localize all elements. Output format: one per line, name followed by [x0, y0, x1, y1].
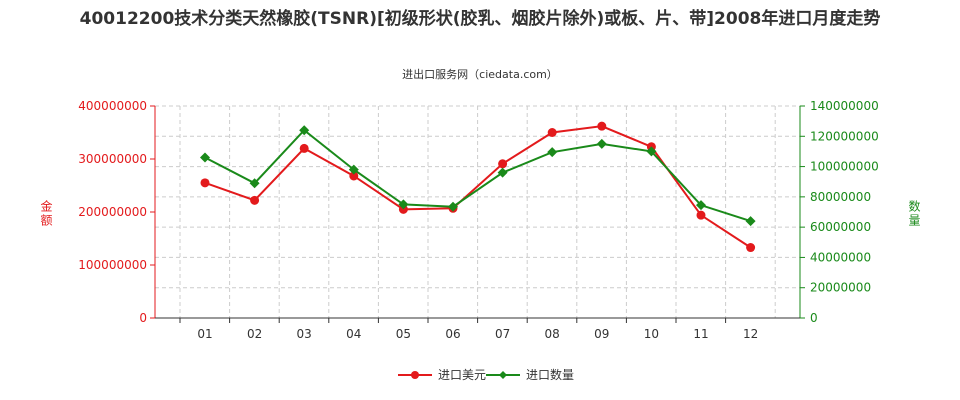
- data-point-amount: [250, 195, 260, 205]
- y-left-tick-label: 400000000: [78, 99, 147, 113]
- y-right-tick-label: 80000000: [810, 190, 871, 204]
- legend-amount-marker: [398, 370, 432, 379]
- legend-quantity-marker: [486, 370, 520, 379]
- y-left-tick-label: 200000000: [78, 205, 147, 219]
- y-left-tick-label: 300000000: [78, 152, 147, 166]
- x-tick-label: 10: [644, 327, 659, 341]
- data-point-amount: [547, 128, 557, 137]
- data-point-amount: [299, 143, 309, 153]
- y-left-tick-label: 0: [139, 311, 147, 325]
- data-point-quantity: [348, 164, 359, 175]
- data-point-amount: [200, 178, 210, 188]
- y-right-tick-label: 100000000: [810, 160, 879, 174]
- data-point-quantity: [249, 178, 260, 189]
- data-point-amount: [746, 243, 756, 253]
- x-tick-label: 06: [445, 327, 460, 341]
- source-label: 进出口服务网（ciedata.com）: [402, 68, 558, 81]
- series-line-quantity: [204, 128, 751, 223]
- legend-amount: 进口美元: [398, 366, 486, 383]
- series-line-amount: [204, 125, 752, 249]
- y-left-tick-label: 100000000: [78, 258, 147, 272]
- data-point-quantity: [646, 146, 657, 157]
- data-point-quantity: [299, 125, 310, 136]
- x-tick-label: 08: [545, 327, 560, 341]
- x-tick-label: 09: [594, 327, 609, 341]
- data-point-quantity: [398, 199, 409, 210]
- y-right-tick-label: 20000000: [810, 281, 871, 295]
- x-tick-label: 03: [297, 327, 312, 341]
- data-point-quantity: [596, 138, 607, 149]
- y-right-tick-label: 120000000: [810, 129, 879, 143]
- x-tick-label: 05: [396, 327, 411, 341]
- x-tick-label: 02: [247, 327, 262, 341]
- legend-quantity-label: 进口数量: [526, 368, 575, 382]
- data-point-quantity: [448, 201, 458, 212]
- x-tick-label: 07: [495, 327, 510, 341]
- data-point-quantity: [696, 200, 706, 211]
- legend-amount-label: 进口美元: [438, 368, 487, 382]
- data-point-quantity: [745, 216, 756, 227]
- data-point-quantity: [200, 152, 210, 163]
- data-point-amount: [498, 159, 508, 169]
- x-tick-label: 01: [197, 327, 212, 341]
- x-tick-label: 12: [743, 327, 758, 341]
- y-right-tick-label: 40000000: [810, 250, 871, 264]
- data-point-amount: [597, 121, 607, 131]
- data-point-amount: [349, 171, 359, 181]
- x-tick-label: 11: [693, 327, 708, 341]
- legend-quantity: 进口数量: [486, 366, 574, 383]
- axes: 0100000000200000000300000000400000000020…: [78, 99, 878, 341]
- chart-title: 40012200技术分类天然橡胶(TSNR)[初级形状(胶乳、烟胶片除外)或板、…: [79, 9, 881, 29]
- data-point-quantity: [547, 147, 558, 158]
- data-point-amount: [696, 210, 706, 220]
- series-layer: [200, 121, 756, 253]
- y-axis-right-label: 数量: [907, 200, 921, 228]
- x-tick-label: 04: [346, 327, 361, 341]
- data-point-quantity: [497, 167, 508, 178]
- y-right-tick-label: 140000000: [810, 99, 879, 113]
- y-axis-left-label: 金额: [39, 200, 53, 228]
- y-right-tick-label: 0: [810, 311, 818, 325]
- y-right-tick-label: 60000000: [810, 220, 871, 234]
